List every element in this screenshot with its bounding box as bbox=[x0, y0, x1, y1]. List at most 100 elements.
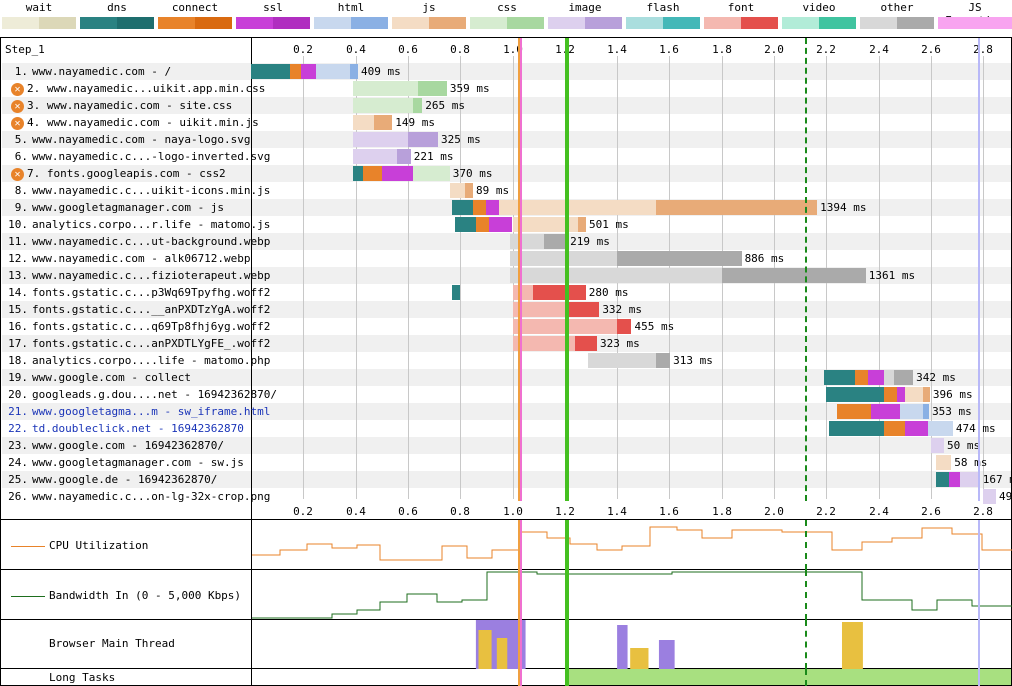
ttfb-segment bbox=[983, 489, 996, 504]
request-label[interactable]: ✕ 2. www.nayamedic...uikit.app.min.css bbox=[4, 80, 265, 97]
request-label[interactable]: 8. www.nayamedic.c...uikit-icons.min.js bbox=[4, 182, 271, 199]
request-label[interactable]: 24. www.googletagmanager.com - sw.js bbox=[4, 454, 244, 471]
ttfb-segment bbox=[509, 251, 618, 266]
request-label[interactable]: ✕ 7. fonts.googleapis.com - css2 bbox=[4, 165, 226, 182]
duration-label: 149 ms bbox=[395, 116, 435, 129]
axis-tick-bottom: 0.2 bbox=[293, 505, 313, 518]
connect-segment bbox=[836, 404, 871, 419]
request-url: www.googletagmanager.com - js bbox=[32, 201, 225, 214]
duration-label: 219 ms bbox=[570, 235, 610, 248]
request-label[interactable]: 16. fonts.gstatic.c...q69Tp8fhj6yg.woff2 bbox=[4, 318, 270, 335]
request-label[interactable]: 11. www.nayamedic.c...ut-background.webp bbox=[4, 233, 270, 250]
request-number: 22. bbox=[8, 422, 28, 435]
request-number: 15. bbox=[8, 303, 28, 316]
legend-label: dns bbox=[107, 1, 127, 14]
download-segment bbox=[721, 268, 866, 283]
ttfb-segment bbox=[928, 421, 953, 436]
axis-tick-top: 1.0 bbox=[503, 43, 523, 56]
request-number: 8. bbox=[14, 184, 28, 197]
column-separator bbox=[251, 38, 252, 521]
legend-label: flash bbox=[646, 1, 680, 14]
download-segment bbox=[533, 285, 586, 300]
download-segment bbox=[894, 370, 914, 385]
request-label[interactable]: 9. www.googletagmanager.com - js bbox=[4, 199, 224, 216]
legend-swatch bbox=[236, 17, 310, 29]
request-label[interactable]: ✕ 4. www.nayamedic.com - uikit.min.js bbox=[4, 114, 259, 131]
onload-marker bbox=[805, 570, 807, 620]
table-row[interactable] bbox=[2, 369, 1011, 386]
request-number: 7. bbox=[27, 167, 47, 180]
ttfb-segment bbox=[352, 132, 408, 147]
request-label[interactable]: 15. fonts.gstatic.c...__anPXDTzYgA.woff2 bbox=[4, 301, 270, 318]
table-row[interactable] bbox=[2, 437, 1011, 454]
request-label[interactable]: 10. analytics.corpo...r.life - matomo.js bbox=[4, 216, 270, 233]
duration-label: 409 ms bbox=[360, 65, 401, 78]
download-segment bbox=[543, 234, 568, 249]
table-row[interactable] bbox=[2, 131, 1011, 148]
request-label[interactable]: 23. www.google.com - 16942362870/ bbox=[4, 437, 224, 454]
duration-label: 58 ms bbox=[954, 456, 988, 469]
request-label[interactable]: 19. www.google.com - collect bbox=[4, 369, 191, 386]
request-label[interactable]: 12. www.nayamedic.com - alk06712.webp bbox=[4, 250, 250, 267]
request-label[interactable]: 1. www.nayamedic.com - / bbox=[4, 63, 171, 80]
request-label[interactable]: 17. fonts.gstatic.c...anPXDTLYgFE_.woff2 bbox=[4, 335, 270, 352]
download-segment bbox=[923, 387, 930, 402]
table-row[interactable] bbox=[2, 471, 1011, 488]
request-url: td.doubleclick.net - 16942362870 bbox=[32, 422, 244, 435]
request-label[interactable]: 26. www.nayamedic.c...on-lg-32x-crop.png bbox=[4, 488, 270, 505]
panel-separator bbox=[251, 620, 252, 668]
dom-interactive-marker bbox=[518, 620, 520, 669]
request-label[interactable]: 22. td.doubleclick.net - 16942362870 bbox=[4, 420, 244, 437]
table-row[interactable] bbox=[2, 403, 1011, 420]
duration-label: 886 ms bbox=[744, 252, 785, 265]
download-segment bbox=[397, 149, 411, 164]
axis-tick-top: 2.2 bbox=[816, 43, 836, 56]
table-row[interactable] bbox=[2, 97, 1011, 114]
request-label[interactable]: 14. fonts.gstatic.c...p3Wq69Tpyfhg.woff2 bbox=[4, 284, 270, 301]
request-number: 20. bbox=[8, 388, 28, 401]
legend-font: font bbox=[702, 0, 780, 36]
axis-tick-top: 1.6 bbox=[659, 43, 679, 56]
legend-label: font bbox=[727, 1, 755, 14]
axis-tick-top: 0.8 bbox=[450, 43, 470, 56]
table-row[interactable] bbox=[2, 165, 1011, 182]
request-label[interactable]: 20. googleads.g.dou....net - 16942362870/ bbox=[4, 386, 277, 403]
legend-label: html bbox=[337, 1, 365, 14]
ttfb-segment bbox=[512, 302, 565, 317]
duration-label: 50 ms bbox=[946, 439, 981, 452]
visually-complete-marker bbox=[978, 570, 980, 620]
long-tasks-panel: Long Tasks bbox=[0, 669, 1012, 686]
visually-complete-marker bbox=[978, 669, 980, 686]
request-url: www.nayamedic.com - naya-logo.svg bbox=[32, 133, 251, 146]
bandwidth-label: Bandwidth In (0 - 5,000 Kbps) bbox=[49, 589, 242, 602]
request-label[interactable]: 21. www.googletagma...m - sw_iframe.html bbox=[4, 403, 270, 420]
request-label[interactable]: 6. www.nayamedic.c...-logo-inverted.svg bbox=[4, 148, 271, 165]
request-number: 1. bbox=[14, 65, 28, 78]
ssl-segment bbox=[300, 64, 317, 79]
request-number: 26. bbox=[8, 490, 28, 503]
ttfb-segment bbox=[883, 370, 895, 385]
request-url: www.nayamedic.com - site.css bbox=[46, 99, 233, 112]
download-segment bbox=[418, 81, 447, 96]
axis-tick-bottom: 1.8 bbox=[712, 505, 732, 518]
table-row[interactable] bbox=[2, 301, 1011, 318]
legend-other: other bbox=[858, 0, 936, 36]
download-segment bbox=[656, 353, 671, 368]
ssl-segment bbox=[486, 200, 500, 215]
connect-segment bbox=[290, 64, 301, 79]
request-label[interactable]: ✕ 3. www.nayamedic.com - site.css bbox=[4, 97, 232, 114]
duration-label: 359 ms bbox=[449, 82, 490, 95]
legend-css: css bbox=[468, 0, 546, 36]
duration-label: 221 ms bbox=[413, 150, 454, 163]
onload-marker bbox=[805, 520, 807, 570]
request-label[interactable]: 25. www.google.de - 16942362870/ bbox=[4, 471, 217, 488]
duration-label: 1361 ms bbox=[868, 269, 916, 282]
ssl-segment bbox=[868, 370, 884, 385]
request-label[interactable]: 13. www.nayamedic.c...fizioterapeut.webp bbox=[4, 267, 270, 284]
request-label[interactable]: 5. www.nayamedic.com - naya-logo.svg bbox=[4, 131, 251, 148]
table-row[interactable] bbox=[2, 335, 1011, 352]
legend-label: connect bbox=[171, 1, 219, 14]
onload-marker bbox=[805, 669, 807, 686]
request-label[interactable]: 18. analytics.corpo....life - matomo.php bbox=[4, 352, 270, 369]
table-row[interactable] bbox=[2, 233, 1011, 250]
